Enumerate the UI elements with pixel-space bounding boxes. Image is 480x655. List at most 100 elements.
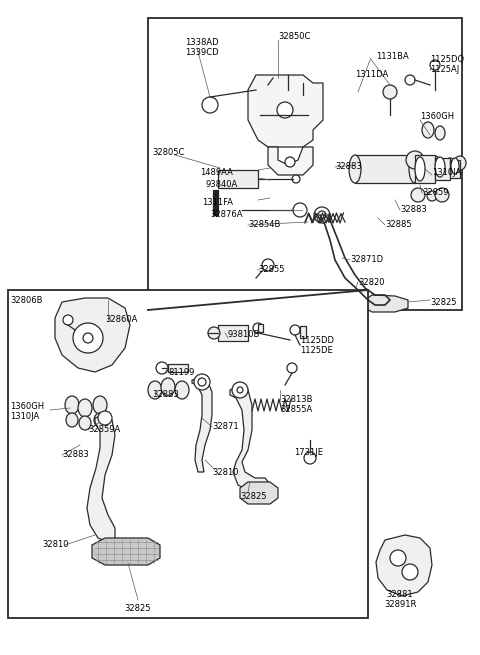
- Circle shape: [390, 550, 406, 566]
- Circle shape: [402, 564, 418, 580]
- Circle shape: [383, 85, 397, 99]
- Text: 32885: 32885: [385, 220, 412, 229]
- Text: 32813B
32855A: 32813B 32855A: [280, 395, 312, 415]
- Polygon shape: [87, 415, 115, 542]
- Text: 1360GH
1310JA: 1360GH 1310JA: [10, 402, 44, 421]
- Text: 32825: 32825: [125, 604, 151, 613]
- Text: 32883: 32883: [62, 450, 89, 459]
- Ellipse shape: [65, 396, 79, 414]
- Text: 32871D: 32871D: [350, 255, 383, 264]
- Text: 93810B: 93810B: [228, 330, 260, 339]
- Ellipse shape: [435, 126, 445, 140]
- Text: 1489AA: 1489AA: [200, 168, 233, 177]
- Bar: [148, 18, 462, 310]
- Circle shape: [285, 157, 295, 167]
- Text: 32883: 32883: [335, 162, 362, 171]
- Circle shape: [156, 362, 168, 374]
- Polygon shape: [268, 147, 313, 175]
- Polygon shape: [376, 535, 432, 596]
- Text: 32806B: 32806B: [10, 296, 43, 305]
- Circle shape: [430, 60, 440, 70]
- Ellipse shape: [93, 396, 107, 414]
- Ellipse shape: [454, 156, 466, 170]
- Circle shape: [237, 387, 243, 393]
- Text: 32881
32891R: 32881 32891R: [384, 590, 416, 609]
- Bar: [300, 326, 306, 338]
- Circle shape: [83, 333, 93, 343]
- Text: 32805C: 32805C: [152, 148, 184, 157]
- Ellipse shape: [175, 381, 189, 399]
- Text: 1311DA: 1311DA: [355, 70, 388, 79]
- Circle shape: [98, 411, 112, 425]
- Ellipse shape: [406, 151, 424, 169]
- Bar: [258, 324, 263, 332]
- Circle shape: [63, 315, 73, 325]
- Circle shape: [287, 363, 297, 373]
- Bar: [415, 155, 435, 183]
- Text: 1311FA: 1311FA: [202, 198, 233, 207]
- Circle shape: [304, 452, 316, 464]
- Text: 1731JE: 1731JE: [294, 448, 323, 457]
- Ellipse shape: [66, 413, 78, 427]
- Circle shape: [202, 97, 218, 113]
- Circle shape: [290, 325, 300, 335]
- Text: 32871: 32871: [212, 422, 239, 431]
- Text: 32859A: 32859A: [88, 425, 120, 434]
- Circle shape: [253, 323, 263, 333]
- Text: 32854B: 32854B: [248, 220, 280, 229]
- Bar: [8, 290, 368, 618]
- Bar: [218, 170, 258, 188]
- Bar: [218, 325, 248, 341]
- Bar: [450, 160, 460, 178]
- Text: 81199: 81199: [168, 368, 194, 377]
- Ellipse shape: [422, 122, 434, 138]
- Ellipse shape: [409, 155, 421, 183]
- Text: 32810: 32810: [42, 540, 69, 549]
- Ellipse shape: [445, 158, 455, 170]
- Circle shape: [292, 175, 300, 183]
- Ellipse shape: [427, 191, 437, 201]
- Polygon shape: [92, 538, 160, 565]
- Bar: [168, 364, 188, 372]
- Text: 1125DD
1125DE: 1125DD 1125DE: [300, 336, 334, 356]
- Text: 32883: 32883: [152, 390, 179, 399]
- Ellipse shape: [94, 413, 106, 427]
- Ellipse shape: [451, 158, 459, 174]
- Polygon shape: [55, 298, 130, 372]
- Bar: [355, 155, 415, 183]
- Text: 32850C: 32850C: [278, 32, 311, 41]
- Text: 1131BA: 1131BA: [376, 52, 409, 61]
- Circle shape: [318, 211, 326, 219]
- Ellipse shape: [161, 378, 175, 396]
- Circle shape: [314, 207, 330, 223]
- Polygon shape: [240, 482, 278, 504]
- Ellipse shape: [148, 381, 162, 399]
- Text: 32855: 32855: [258, 265, 285, 274]
- Ellipse shape: [415, 157, 425, 181]
- Bar: [213, 190, 218, 215]
- Ellipse shape: [435, 188, 449, 202]
- Text: 32820: 32820: [358, 278, 384, 287]
- Text: 93840A: 93840A: [206, 180, 238, 189]
- Text: 32860A: 32860A: [105, 315, 137, 324]
- Ellipse shape: [78, 399, 92, 417]
- Ellipse shape: [435, 157, 445, 177]
- Ellipse shape: [411, 188, 425, 202]
- Polygon shape: [365, 295, 408, 312]
- Text: 1360GH: 1360GH: [420, 112, 454, 121]
- Text: 32859: 32859: [422, 188, 448, 197]
- Ellipse shape: [349, 155, 361, 183]
- Text: 1125DQ
1125AJ: 1125DQ 1125AJ: [430, 55, 464, 75]
- Polygon shape: [248, 75, 323, 147]
- Text: 32876A: 32876A: [210, 210, 242, 219]
- Circle shape: [194, 374, 210, 390]
- Text: 32810: 32810: [212, 468, 239, 477]
- Circle shape: [73, 323, 103, 353]
- Circle shape: [293, 203, 307, 217]
- Text: 1338AD
1339CD: 1338AD 1339CD: [185, 38, 218, 58]
- Bar: [435, 158, 450, 180]
- Circle shape: [208, 327, 220, 339]
- Polygon shape: [192, 378, 212, 472]
- Text: 32825: 32825: [430, 298, 456, 307]
- Text: 1310JA: 1310JA: [432, 168, 461, 177]
